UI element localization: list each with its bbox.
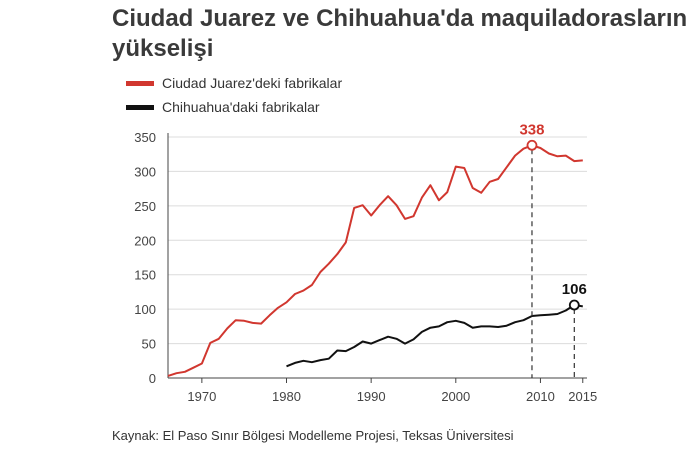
x-tick-label-2010: 2010 — [526, 389, 555, 404]
legend-label-chihuahua: Chihuahua'daki fabrikalar — [162, 99, 320, 115]
annotation-marker-1 — [568, 299, 580, 311]
legend-swatch-chihuahua — [126, 104, 154, 110]
chart-title: Ciudad Juarez ve Chihuahua'da maquilador… — [112, 5, 688, 62]
x-tick-label-1990: 1990 — [357, 389, 386, 404]
y-tick-label-100: 100 — [134, 302, 156, 317]
x-tick-label-2015: 2015 — [568, 389, 597, 404]
y-tick-label-50: 50 — [142, 337, 156, 352]
annotation-label-0: 338 — [519, 121, 544, 138]
legend-swatch-juarez — [126, 80, 154, 86]
y-tick-label-350: 350 — [134, 130, 156, 145]
series-line-1 — [286, 304, 583, 368]
x-tick-label-2000: 2000 — [441, 389, 470, 404]
y-tick-label-300: 300 — [134, 164, 156, 179]
legend-label-juarez: Ciudad Juarez'deki fabrikalar — [162, 75, 343, 91]
legend-item-chihuahua: Chihuahua'daki fabrikalar — [126, 95, 342, 119]
source-note: Kaynak: El Paso Sınır Bölgesi Modelleme … — [112, 428, 514, 443]
series-line-0 — [167, 144, 583, 377]
legend-item-juarez: Ciudad Juarez'deki fabrikalar — [126, 71, 342, 95]
y-tick-label-150: 150 — [134, 268, 156, 283]
y-tick-label-200: 200 — [134, 233, 156, 248]
annotation-marker-0 — [526, 139, 538, 151]
y-tick-label-0: 0 — [149, 371, 156, 386]
x-tick-label-1980: 1980 — [272, 389, 301, 404]
x-tick-label-1970: 1970 — [187, 389, 216, 404]
y-tick-label-250: 250 — [134, 199, 156, 214]
annotation-label-1: 106 — [562, 281, 587, 298]
legend: Ciudad Juarez'deki fabrikalar Chihuahua'… — [126, 71, 342, 119]
